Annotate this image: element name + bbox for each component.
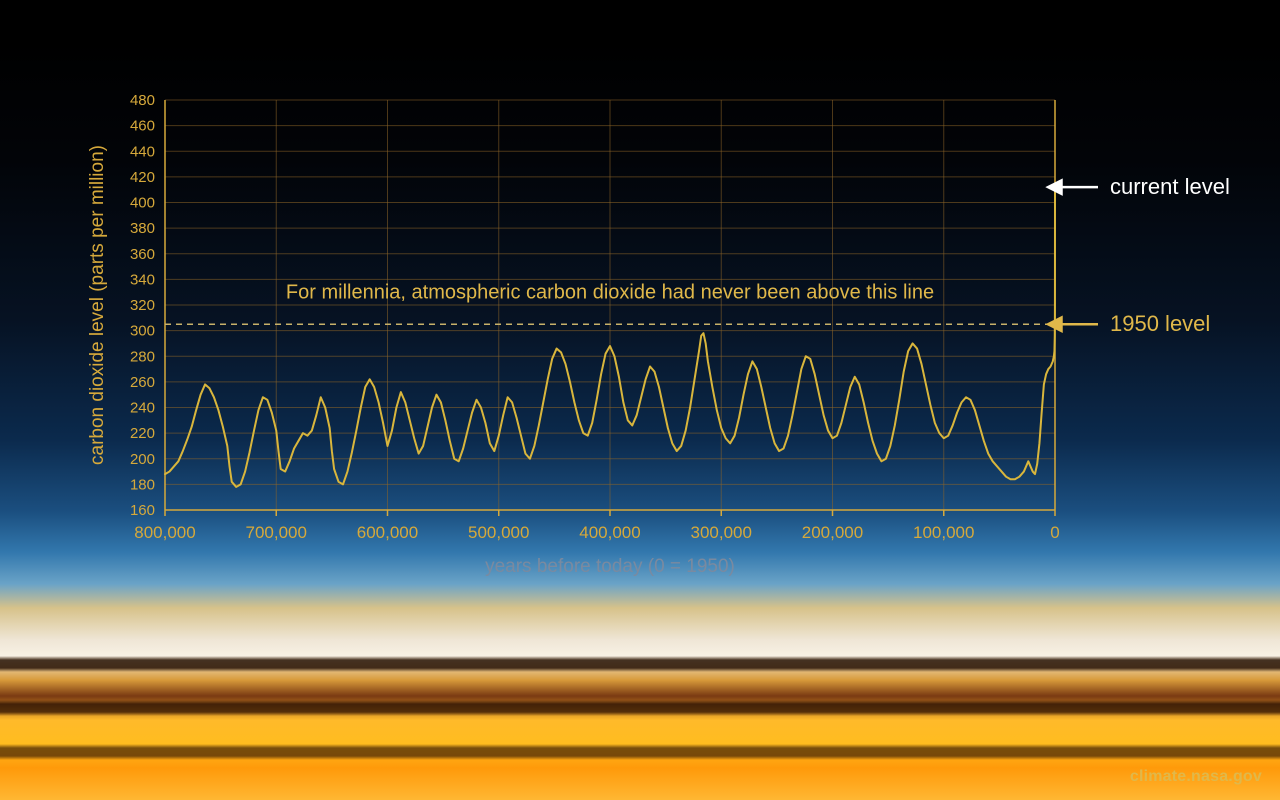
source-credit: climate.nasa.gov — [1130, 768, 1262, 786]
svg-text:400,000: 400,000 — [579, 523, 640, 542]
svg-text:380: 380 — [130, 220, 155, 237]
current-label: current level — [1110, 174, 1230, 199]
svg-text:220: 220 — [130, 425, 155, 442]
svg-text:280: 280 — [130, 348, 155, 365]
svg-text:480: 480 — [130, 92, 155, 109]
svg-text:320: 320 — [130, 297, 155, 314]
x-axis-label: years before today (0 = 1950) — [485, 556, 735, 577]
svg-text:0: 0 — [1050, 523, 1059, 542]
svg-text:300: 300 — [130, 323, 155, 340]
svg-text:300,000: 300,000 — [691, 523, 752, 542]
svg-text:500,000: 500,000 — [468, 523, 529, 542]
1950-label: 1950 level — [1110, 311, 1210, 336]
svg-text:200,000: 200,000 — [802, 523, 863, 542]
svg-text:180: 180 — [130, 476, 155, 493]
y-axis-label: carbon dioxide level (parts per million) — [87, 145, 108, 465]
co2-history-chart: 160 180 200 220 240 260 280 300 320 340 360 380 400 4… — [0, 0, 1280, 800]
chart-caption: For millennia, atmospheric carbon dioxid… — [286, 282, 934, 304]
svg-text:100,000: 100,000 — [913, 523, 974, 542]
svg-text:700,000: 700,000 — [246, 523, 307, 542]
svg-text:400: 400 — [130, 195, 155, 212]
svg-text:460: 460 — [130, 118, 155, 135]
svg-text:600,000: 600,000 — [357, 523, 418, 542]
svg-text:800,000: 800,000 — [134, 523, 195, 542]
svg-text:340: 340 — [130, 271, 155, 288]
svg-text:260: 260 — [130, 374, 155, 391]
svg-text:420: 420 — [130, 169, 155, 186]
svg-text:200: 200 — [130, 451, 155, 468]
svg-text:440: 440 — [130, 143, 155, 160]
svg-text:360: 360 — [130, 246, 155, 263]
svg-text:240: 240 — [130, 400, 155, 417]
svg-text:160: 160 — [130, 502, 155, 519]
